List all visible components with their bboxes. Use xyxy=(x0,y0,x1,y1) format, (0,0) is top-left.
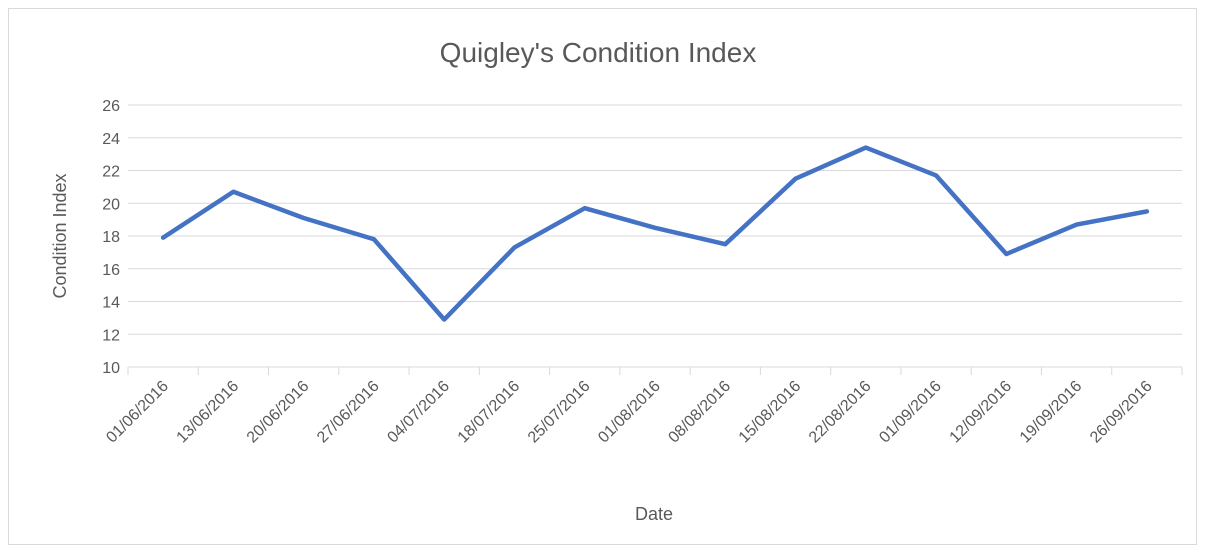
y-tick-label: 22 xyxy=(102,164,120,181)
data-line xyxy=(160,145,1150,322)
y-tick-label: 24 xyxy=(102,131,120,148)
y-tick-label: 18 xyxy=(102,229,120,246)
y-tick-label: 12 xyxy=(102,327,120,344)
y-axis-label: Condition Index xyxy=(50,173,70,298)
y-tick-label: 14 xyxy=(102,295,120,312)
chart-border xyxy=(8,8,1197,545)
y-tick-label: 16 xyxy=(102,262,120,279)
chart-title: Quigley's Condition Index xyxy=(440,37,757,68)
y-tick-label: 10 xyxy=(102,360,120,377)
y-tick-label: 26 xyxy=(102,98,120,115)
y-tick-label: 20 xyxy=(102,196,120,213)
x-axis-label: Date xyxy=(635,504,673,524)
